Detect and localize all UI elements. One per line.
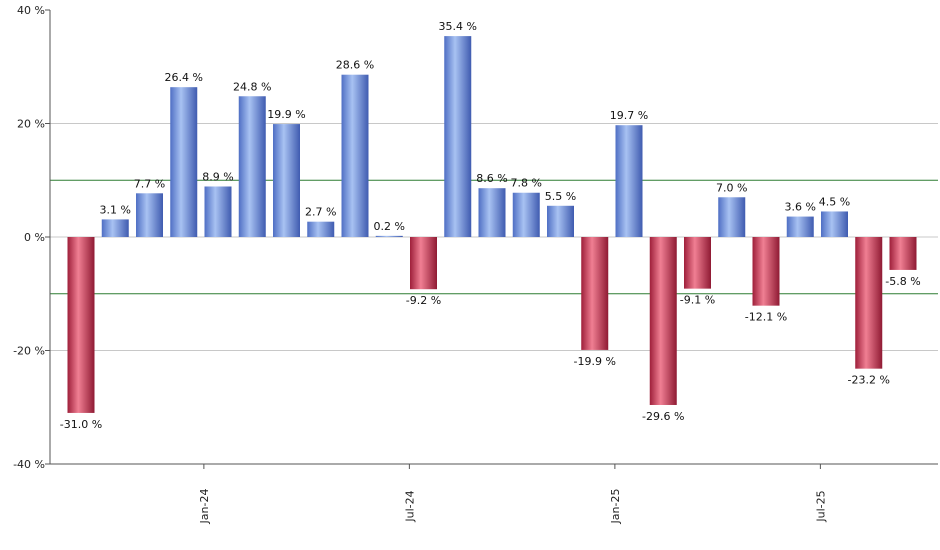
- bar-value-label: 7.8 %: [511, 177, 542, 190]
- bar-value-label: -23.2 %: [848, 374, 890, 387]
- y-tick-label: -20 %: [13, 345, 45, 358]
- bar-value-label: 8.6 %: [476, 172, 507, 185]
- bar-value-label: 7.0 %: [716, 181, 747, 194]
- bar-value-label: 19.7 %: [610, 109, 648, 122]
- y-tick-label: 20 %: [17, 118, 45, 131]
- y-tick-label: 0 %: [24, 231, 45, 244]
- bars: [67, 36, 917, 413]
- bar-value-label: 2.7 %: [305, 206, 336, 219]
- bar-value-label: 28.6 %: [336, 59, 374, 72]
- bar: [444, 36, 472, 238]
- bar-value-label: 26.4 %: [165, 71, 203, 84]
- bar: [410, 237, 437, 290]
- bar-value-label: 4.5 %: [819, 195, 850, 208]
- bar: [375, 235, 403, 237]
- bar: [547, 205, 574, 237]
- bar: [238, 96, 266, 237]
- bar: [581, 237, 609, 350]
- bar-value-label: 7.7 %: [134, 177, 165, 190]
- bar: [684, 237, 711, 289]
- bar-value-label: 8.9 %: [202, 170, 233, 183]
- bar: [821, 211, 848, 237]
- bar-value-label: -12.1 %: [745, 311, 787, 324]
- x-tick-label: Jul-25: [814, 490, 827, 522]
- bar: [204, 186, 232, 237]
- bar-value-label: -9.1 %: [680, 294, 715, 307]
- bar: [136, 193, 163, 237]
- reference-lines: [50, 179, 938, 295]
- bar-value-label: -5.8 %: [885, 275, 920, 288]
- x-tick-label: Jul-24: [403, 490, 416, 522]
- bar: [855, 237, 883, 369]
- bar: [786, 216, 814, 237]
- y-tick-label: -40 %: [13, 458, 45, 471]
- bar: [170, 87, 198, 238]
- x-tick-label: Jan-25: [609, 489, 622, 525]
- bar: [101, 219, 129, 237]
- bar: [718, 197, 746, 237]
- axes: [45, 9, 938, 469]
- labels: 40 % 20 % 0 % -20 % -40 % -31.0 % 3.1 %7.7 % 26…: [13, 4, 921, 524]
- bar: [615, 125, 643, 237]
- bar: [512, 192, 540, 237]
- bar-value-label: 35.4 %: [439, 20, 477, 33]
- bar-value-label: 24.8 %: [233, 80, 271, 93]
- y-tick-label: 40 %: [17, 4, 45, 17]
- bar: [273, 124, 300, 237]
- bar: [649, 237, 677, 405]
- bar: [307, 221, 335, 237]
- bar-value-label: -31.0 %: [60, 418, 102, 431]
- bar-value-label: 3.6 %: [785, 201, 816, 214]
- bar: [889, 237, 917, 270]
- bar-value-label: -19.9 %: [574, 355, 616, 368]
- x-tick-label: Jan-24: [198, 489, 211, 525]
- bar-value-label: 19.9 %: [267, 108, 305, 121]
- bar-value-label: -9.2 %: [406, 294, 441, 307]
- bar: [341, 74, 369, 237]
- bar: [67, 237, 95, 413]
- bar: [478, 188, 506, 237]
- bar-value-label: -29.6 %: [642, 410, 684, 423]
- bar-value-label: 5.5 %: [545, 190, 576, 203]
- bar: [752, 237, 780, 306]
- bar-value-label: 0.2 %: [374, 220, 405, 233]
- bar-value-label: 3.1 %: [100, 203, 131, 216]
